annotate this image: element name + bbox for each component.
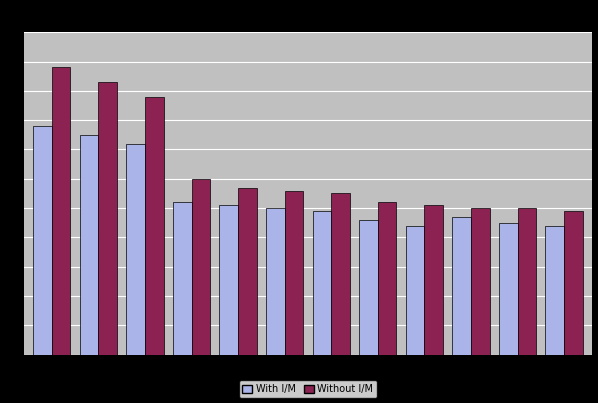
- Bar: [238, 187, 257, 355]
- Bar: [359, 220, 378, 355]
- Bar: [33, 126, 52, 355]
- Bar: [499, 223, 517, 355]
- Bar: [266, 208, 285, 355]
- Bar: [285, 191, 303, 355]
- Bar: [173, 202, 191, 355]
- Bar: [99, 82, 117, 355]
- Bar: [219, 205, 238, 355]
- Bar: [313, 211, 331, 355]
- Bar: [80, 135, 99, 355]
- Bar: [145, 97, 164, 355]
- Bar: [406, 226, 425, 355]
- Bar: [517, 208, 536, 355]
- Bar: [191, 179, 210, 355]
- Title: 8-Hour CO National Ambient Air Quality Standard = 9:00 ppm: 8-Hour CO National Ambient Air Quality S…: [102, 17, 514, 30]
- Bar: [331, 193, 350, 355]
- Bar: [564, 211, 582, 355]
- Bar: [378, 202, 396, 355]
- Bar: [452, 217, 471, 355]
- Legend: With I/M, Without I/M: With I/M, Without I/M: [239, 380, 377, 398]
- Bar: [545, 226, 564, 355]
- Bar: [425, 205, 443, 355]
- Bar: [126, 143, 145, 355]
- Bar: [52, 67, 71, 355]
- Bar: [471, 208, 490, 355]
